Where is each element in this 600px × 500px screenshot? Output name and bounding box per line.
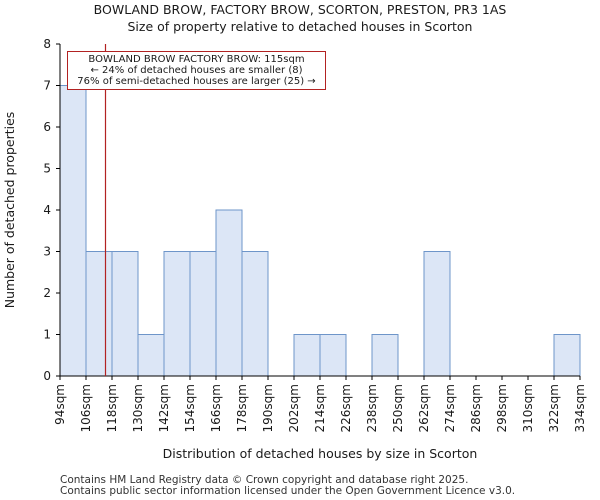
histogram-bar-178sqm [241,251,269,377]
x-tick-label-178sqm: 178sqm [235,384,249,432]
x-tick-label-226sqm: 226sqm [339,384,353,432]
y-tick-label-1: 1 [43,328,51,342]
y-axis-title: Number of detached properties [2,112,17,309]
histogram-bar-166sqm [215,209,243,377]
x-tick-label-142sqm: 142sqm [157,384,171,432]
chart-title-line2: Size of property relative to detached ho… [127,19,473,34]
y-tick-label-6: 6 [43,120,51,134]
x-tick-label-334sqm: 334sqm [573,384,587,432]
y-tick-label-5: 5 [43,162,51,176]
footer-licence: Contains public sector information licen… [60,485,516,497]
histogram-bar-322sqm [553,334,581,377]
x-tick-label-286sqm: 286sqm [469,384,483,432]
histogram-bar-130sqm [137,334,165,377]
y-tick-label-2: 2 [43,286,51,300]
histogram-bar-118sqm [111,251,139,377]
x-tick-label-250sqm: 250sqm [391,384,405,432]
histogram-bar-94sqm [59,85,87,377]
annotation-line-larger: 76% of semi-detached houses are larger (… [77,76,316,87]
x-tick-label-190sqm: 190sqm [261,384,275,432]
annotation-line-property: BOWLAND BROW FACTORY BROW: 115sqm [88,54,305,65]
y-tick-label-0: 0 [43,369,51,383]
histogram-bar-106sqm [85,251,113,377]
x-tick-label-274sqm: 274sqm [443,384,457,432]
histogram-bar-202sqm [293,334,321,377]
x-tick-label-106sqm: 106sqm [79,384,93,432]
property-annotation-box: BOWLAND BROW FACTORY BROW: 115sqm ← 24% … [67,51,326,90]
chart-title-line1: BOWLAND BROW, FACTORY BROW, SCORTON, PRE… [93,2,507,17]
x-tick-label-118sqm: 118sqm [105,384,119,432]
y-tick-label-3: 3 [43,245,51,259]
histogram-bar-154sqm [189,251,217,377]
x-axis-title: Distribution of detached houses by size … [163,446,478,461]
x-tick-label-322sqm: 322sqm [547,384,561,432]
y-tick-label-8: 8 [43,37,51,51]
x-tick-label-166sqm: 166sqm [209,384,223,432]
x-tick-label-298sqm: 298sqm [495,384,509,432]
x-tick-label-202sqm: 202sqm [287,384,301,432]
histogram-bar-262sqm [423,251,451,377]
y-tick-label-4: 4 [43,203,51,217]
footer-copyright: Contains HM Land Registry data © Crown c… [60,474,469,486]
x-tick-label-94sqm: 94sqm [53,384,67,425]
annotation-line-smaller: ← 24% of detached houses are smaller (8) [90,65,303,76]
histogram-bar-214sqm [319,334,347,377]
histogram-bar-142sqm [163,251,191,377]
y-tick-label-7: 7 [43,79,51,93]
x-tick-label-238sqm: 238sqm [365,384,379,432]
x-tick-label-214sqm: 214sqm [313,384,327,432]
x-tick-label-154sqm: 154sqm [183,384,197,432]
x-tick-label-262sqm: 262sqm [417,384,431,432]
x-tick-label-310sqm: 310sqm [521,384,535,432]
x-tick-label-130sqm: 130sqm [131,384,145,432]
histogram-bar-238sqm [371,334,399,377]
